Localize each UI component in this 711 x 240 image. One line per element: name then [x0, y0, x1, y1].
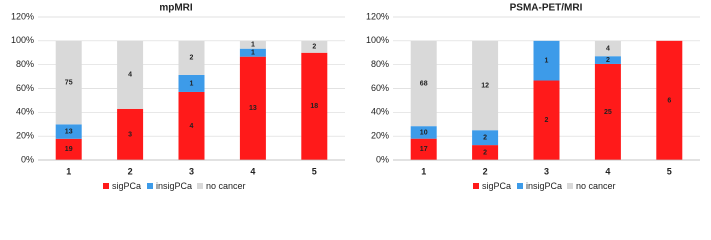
- bar-segment: [594, 40, 621, 57]
- bar-segment: [301, 40, 328, 53]
- x-tick-label: 2: [128, 166, 133, 176]
- legend-label: insigPCa: [156, 181, 192, 191]
- y-tick-label: 0%: [376, 154, 389, 164]
- count-label: 13: [65, 128, 73, 135]
- count-label: 68: [420, 80, 428, 87]
- count-label: 2: [483, 135, 487, 142]
- x-tick-label: 1: [66, 166, 71, 176]
- count-label: 2: [483, 149, 487, 156]
- bar-segment: [239, 56, 266, 161]
- bar-segment: [472, 130, 499, 146]
- bar-segment: [594, 63, 621, 160]
- count-label: 2: [190, 55, 194, 62]
- count-label: 4: [190, 123, 194, 130]
- legend-label: sigPCa: [482, 181, 511, 191]
- y-tick-label: 100%: [11, 35, 34, 45]
- x-tick-label: 1: [421, 166, 426, 176]
- legend-swatch: [197, 183, 203, 189]
- legend-swatch: [473, 183, 479, 189]
- y-tick-label: 20%: [16, 131, 34, 141]
- count-label: 17: [420, 146, 428, 153]
- y-tick-label: 60%: [16, 83, 34, 93]
- bar-segment: [472, 145, 499, 160]
- bar-segment: [55, 40, 82, 125]
- x-tick-label: 3: [189, 166, 194, 176]
- count-label: 2: [606, 57, 610, 64]
- bar-segment: [410, 40, 437, 127]
- bar-segment: [301, 52, 328, 160]
- count-label: 10: [420, 129, 428, 136]
- figure: mpMRI0%20%40%60%80%100%120%1191375234341…: [11, 3, 700, 191]
- bar-segment: [410, 126, 437, 139]
- bar-segment: [594, 56, 621, 64]
- bar-segment: [239, 48, 266, 57]
- y-tick-label: 120%: [366, 11, 389, 21]
- bar-segment: [410, 138, 437, 160]
- legend-label: insigPCa: [526, 181, 562, 191]
- chart-title: PSMA-PET/MRI: [510, 3, 583, 14]
- legend-swatch: [147, 183, 153, 189]
- bar-segment: [472, 40, 499, 131]
- count-label: 6: [667, 97, 671, 104]
- bar-segment: [239, 40, 266, 49]
- count-label: 1: [190, 80, 194, 87]
- x-tick-label: 2: [483, 166, 488, 176]
- bar-segment: [178, 40, 205, 75]
- y-tick-label: 80%: [371, 59, 389, 69]
- bar-segment: [533, 80, 560, 160]
- count-label: 4: [128, 72, 132, 79]
- legend-swatch: [103, 183, 109, 189]
- bar-segment: [533, 40, 560, 81]
- chart-title: mpMRI: [159, 3, 193, 14]
- count-label: 2: [545, 117, 549, 124]
- x-tick-label: 3: [544, 166, 549, 176]
- count-label: 1: [251, 42, 255, 49]
- bar-segment: [178, 74, 205, 92]
- bar-segment: [55, 138, 82, 160]
- count-label: 3: [128, 131, 132, 138]
- count-label: 4: [606, 45, 610, 52]
- count-label: 1: [545, 58, 549, 65]
- x-tick-label: 5: [667, 166, 672, 176]
- y-tick-label: 60%: [371, 83, 389, 93]
- count-label: 1: [251, 50, 255, 57]
- count-label: 18: [310, 103, 318, 110]
- y-tick-label: 80%: [16, 59, 34, 69]
- x-tick-label: 4: [250, 166, 255, 176]
- y-tick-label: 0%: [21, 154, 34, 164]
- y-tick-label: 40%: [371, 107, 389, 117]
- count-label: 25: [604, 109, 612, 116]
- count-label: 13: [249, 105, 257, 112]
- legend-label: no cancer: [576, 181, 616, 191]
- legend-label: no cancer: [206, 181, 246, 191]
- count-label: 12: [481, 82, 489, 89]
- bar-segment: [178, 91, 205, 160]
- y-tick-label: 100%: [366, 35, 389, 45]
- count-label: 75: [65, 79, 73, 86]
- bar-segment: [55, 124, 82, 139]
- y-tick-label: 40%: [16, 107, 34, 117]
- count-label: 2: [312, 44, 316, 51]
- legend-swatch: [517, 183, 523, 189]
- y-tick-label: 120%: [11, 11, 34, 21]
- legend-label: sigPCa: [112, 181, 141, 191]
- bar-segment: [117, 40, 144, 109]
- bar-segment: [656, 40, 683, 161]
- count-label: 19: [65, 146, 73, 153]
- x-tick-label: 4: [605, 166, 610, 176]
- legend-swatch: [567, 183, 573, 189]
- x-tick-label: 5: [312, 166, 317, 176]
- y-tick-label: 20%: [371, 131, 389, 141]
- bar-segment: [117, 108, 144, 160]
